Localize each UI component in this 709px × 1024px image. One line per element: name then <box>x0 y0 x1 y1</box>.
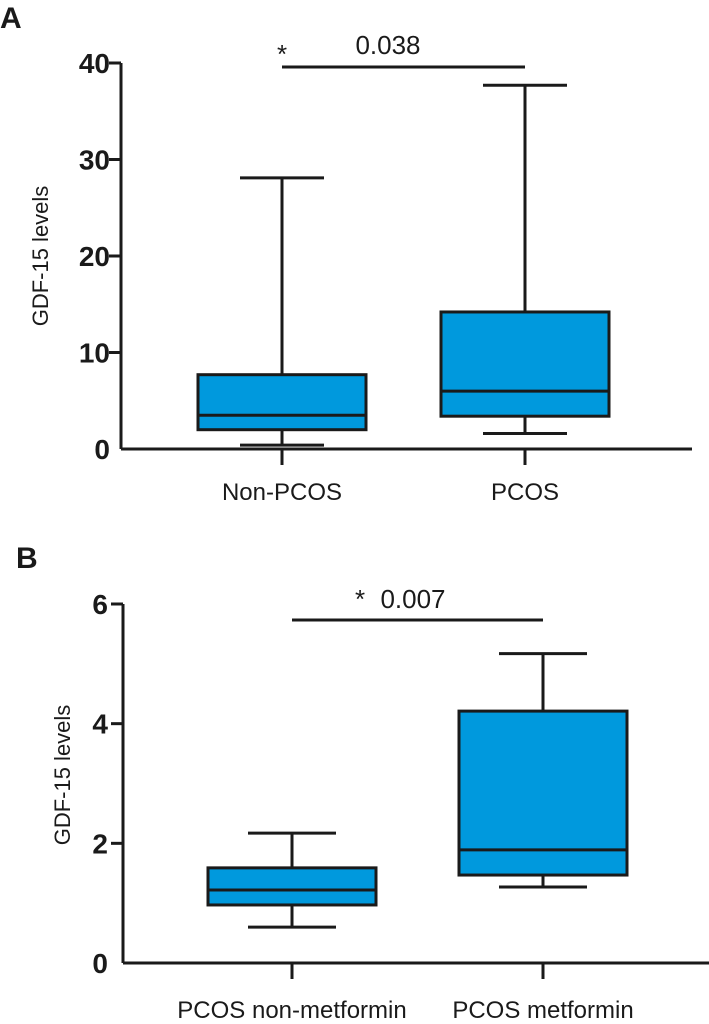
p-value-label: 0.038 <box>355 30 420 60</box>
p-value-label: 0.007 <box>380 584 445 614</box>
category-label: PCOS non-metformin <box>177 997 406 1024</box>
panel-b: B 0 2 4 6 GDF-15 levels PCOS non-metformin PCOS… <box>16 542 709 1024</box>
iqr-box <box>206 866 378 907</box>
category-label: PCOS <box>491 479 559 506</box>
box-pcos-metformin: PCOS metformin <box>452 652 634 1024</box>
iqr-box <box>457 709 629 877</box>
category-label: Non-PCOS <box>222 479 342 506</box>
box-non-pcos: Non-PCOS <box>196 176 368 506</box>
panel-a: A 0 10 20 30 40 GDF-15 levels Non-PCOS PCOS * 0.03… <box>0 2 692 506</box>
iqr-box <box>196 373 368 432</box>
y-tick-label: 2 <box>92 828 108 859</box>
panel-label: A <box>0 2 22 35</box>
y-tick-label: 0 <box>94 434 110 465</box>
panel-label: B <box>16 542 38 575</box>
box-pcos-non-metformin: PCOS non-metformin <box>177 831 407 1024</box>
y-tick-label: 6 <box>92 589 108 620</box>
significance-star: * <box>277 39 287 69</box>
significance-star: * <box>355 584 365 614</box>
y-axis-title: GDF-15 levels <box>50 705 75 846</box>
box-pcos: PCOS <box>439 83 611 506</box>
y-axis-title: GDF-15 levels <box>28 186 53 327</box>
iqr-box <box>439 310 611 418</box>
y-tick-label: 4 <box>92 709 108 740</box>
y-tick-label: 0 <box>92 948 108 979</box>
y-tick-label: 10 <box>79 338 110 369</box>
category-label: PCOS metformin <box>452 997 633 1024</box>
y-tick-label: 30 <box>79 145 110 176</box>
y-tick-label: 20 <box>79 241 110 272</box>
y-tick-label: 40 <box>79 48 110 79</box>
